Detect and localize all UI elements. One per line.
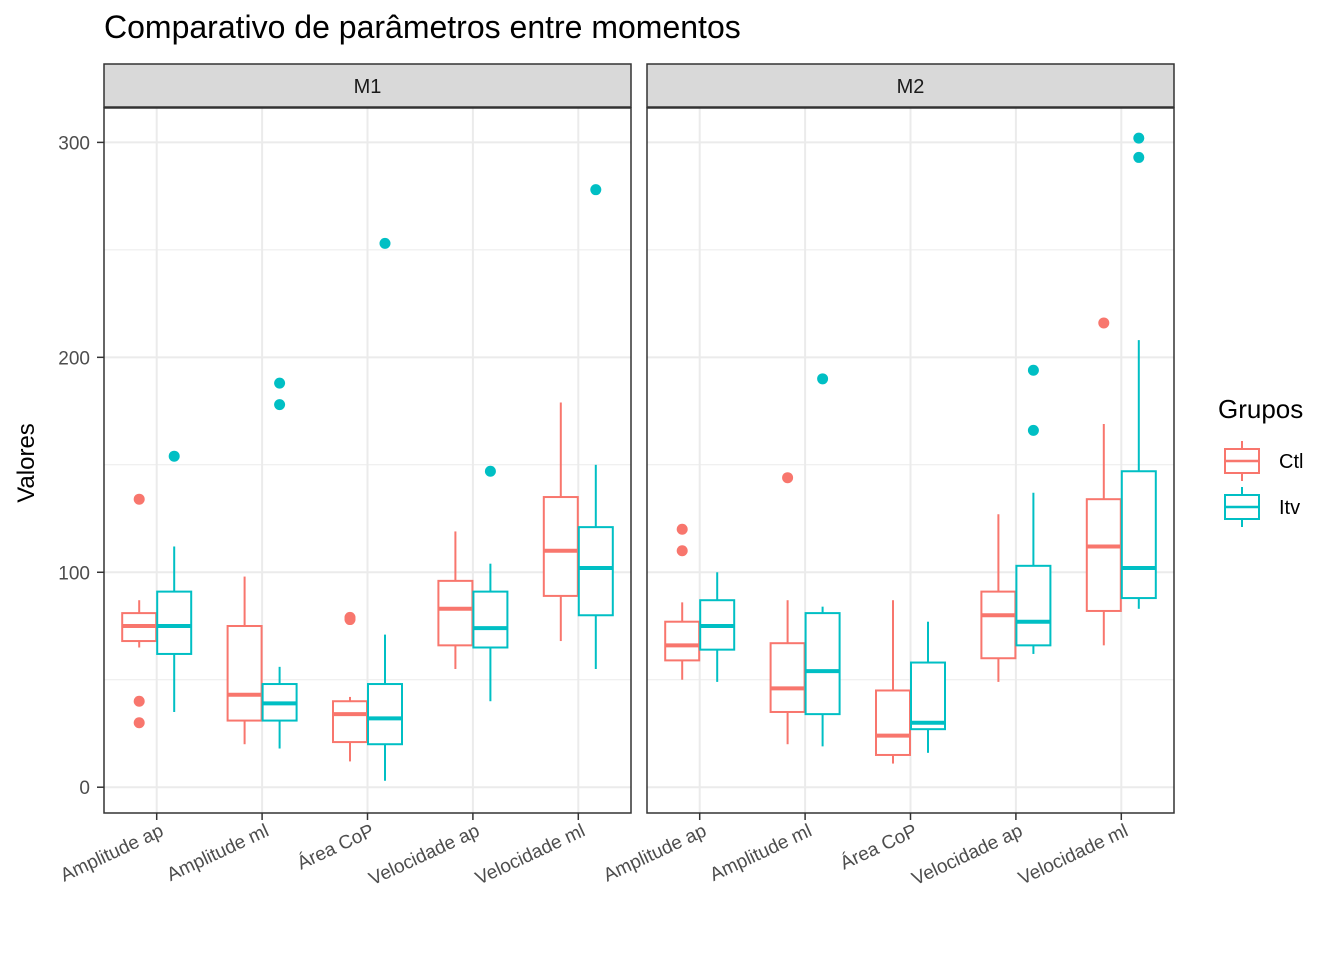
box-body: [437, 579, 474, 647]
box-ctl-3: [980, 514, 1017, 682]
outlier-point: [1133, 132, 1145, 144]
facet-strip-label: M1: [354, 76, 382, 98]
x-tick-label: Amplitude ml: [707, 820, 815, 885]
x-tick-label: Amplitude ap: [57, 820, 166, 886]
legend-item-ctl: Ctl: [1224, 441, 1303, 481]
box-itv-2: [910, 621, 946, 753]
outlier-point: [676, 545, 688, 557]
box-body: [1085, 498, 1122, 612]
facet-strip: [646, 63, 1175, 108]
outlier-point: [344, 611, 356, 623]
outlier-point: [1098, 317, 1110, 329]
box-body: [1120, 470, 1157, 600]
x-tick-label: Área CoP: [837, 820, 921, 874]
outlier-point: [133, 695, 145, 707]
box-itv-0: [699, 572, 736, 682]
box-itv-2: [367, 237, 403, 781]
outlier-point: [782, 472, 794, 484]
box-body: [875, 689, 911, 756]
box-itv-3: [472, 465, 509, 702]
legend-title: Grupos: [1218, 394, 1303, 424]
legend-label: Itv: [1279, 497, 1300, 519]
x-tick-label: Velocidade ml: [1015, 820, 1131, 889]
box-body: [577, 526, 614, 617]
x-tick-label: Velocidade ap: [366, 820, 483, 889]
box-body: [367, 683, 403, 746]
box-itv-4: [577, 184, 614, 669]
legend: Grupos Ctl Itv: [1218, 394, 1303, 527]
outlier-point: [484, 465, 496, 477]
box-body: [226, 625, 263, 722]
box-itv-1: [261, 377, 298, 749]
box-itv-0: [156, 450, 193, 712]
box-body: [664, 620, 701, 662]
box-body: [910, 661, 946, 731]
outlier-point: [1133, 151, 1145, 163]
box-ctl-2: [332, 611, 368, 762]
legend-label: Ctl: [1279, 451, 1303, 473]
box-body: [1015, 564, 1052, 647]
x-tick-label: Velocidade ml: [472, 820, 588, 889]
box-ctl-0: [121, 493, 158, 729]
box-body: [472, 590, 509, 649]
outlier-point: [1027, 424, 1039, 436]
box-body: [769, 642, 806, 713]
box-body: [804, 612, 841, 716]
outlier-point: [274, 377, 286, 389]
outlier-point: [676, 523, 688, 535]
x-tick-label: Velocidade ap: [909, 820, 1026, 889]
y-axis-title: Valores: [13, 423, 40, 503]
facet-strip-label: M2: [897, 76, 925, 98]
x-tick-label: Amplitude ml: [164, 820, 272, 885]
box-body: [980, 590, 1017, 660]
legend-item-itv: Itv: [1224, 487, 1300, 527]
outlier-point: [1027, 364, 1039, 376]
outlier-point: [274, 399, 286, 411]
y-tick-label: 300: [58, 133, 90, 154]
box-ctl-2: [875, 600, 911, 764]
box-itv-4: [1120, 132, 1157, 609]
box-body: [542, 496, 579, 597]
y-tick-label: 100: [58, 563, 90, 584]
outlier-point: [590, 184, 602, 196]
y-tick-label: 0: [79, 778, 90, 799]
outlier-point: [379, 237, 391, 249]
box-body: [332, 700, 368, 744]
x-tick-label: Área CoP: [294, 820, 378, 874]
facet-strip: [103, 63, 632, 108]
x-tick-label: Amplitude ap: [600, 820, 709, 886]
box-ctl-4: [1085, 317, 1122, 646]
outlier-point: [133, 717, 145, 729]
outlier-point: [817, 373, 829, 385]
box-itv-3: [1015, 364, 1052, 654]
box-ctl-1: [226, 576, 263, 745]
outlier-point: [133, 493, 145, 505]
outlier-point: [168, 450, 180, 462]
box-body: [156, 590, 193, 655]
box-ctl-3: [437, 531, 474, 669]
y-tick-label: 200: [58, 348, 90, 369]
box-ctl-4: [542, 402, 579, 642]
box-itv-1: [804, 373, 841, 747]
chart-title: Comparativo de parâmetros entre momentos: [104, 9, 741, 45]
